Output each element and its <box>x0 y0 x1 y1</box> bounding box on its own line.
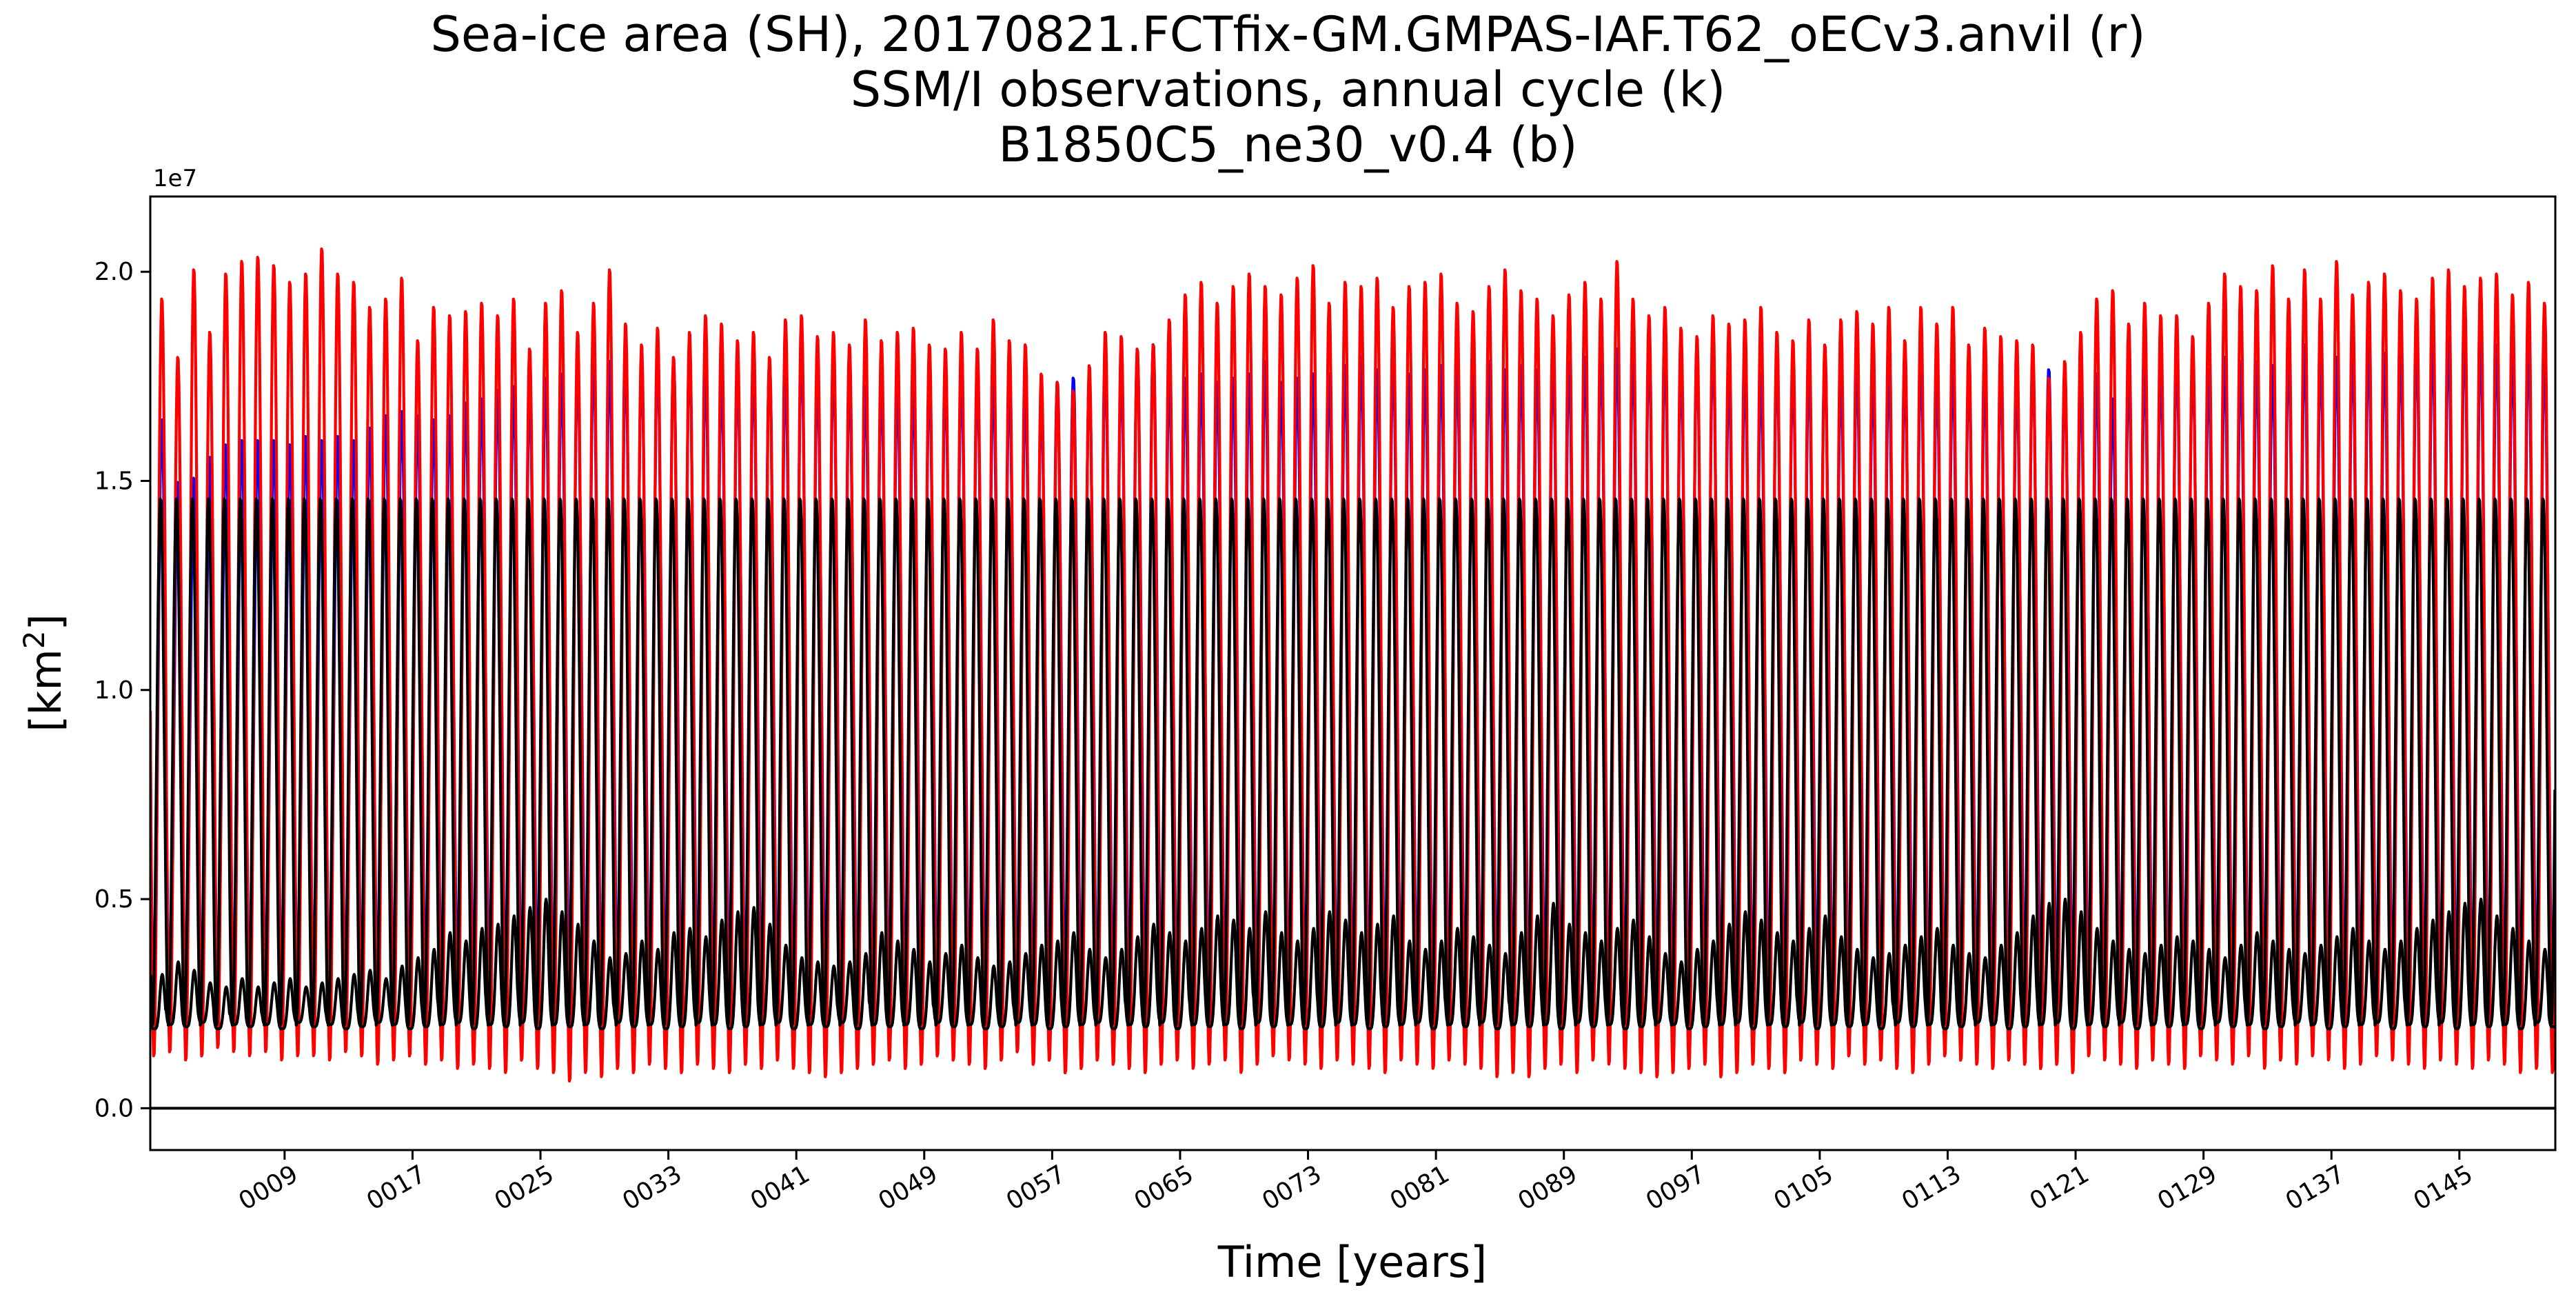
x-tick-label: 0129 <box>2153 1160 2222 1216</box>
y-axis: 0.0 0.5 1.0 1.5 2.0 <box>94 258 150 1122</box>
x-tick-label: 0057 <box>1002 1160 1071 1216</box>
x-tick-label: 0081 <box>1386 1160 1454 1216</box>
chart-title: Sea-ice area (SH), 20170821.FCTfix-GM.GM… <box>0 7 2576 172</box>
y-axis-label-end: ] <box>21 614 71 630</box>
x-tick-label: 0105 <box>1769 1160 1838 1216</box>
x-tick-label: 0121 <box>2025 1160 2094 1216</box>
series-line-r-1 <box>150 247 2555 1083</box>
x-tick-label: 0025 <box>490 1160 559 1216</box>
x-tick-label: 0017 <box>362 1160 431 1216</box>
x-tick-label: 0097 <box>1641 1160 1710 1216</box>
x-tick-label: 0145 <box>2408 1160 2477 1216</box>
x-tick-label: 0065 <box>1130 1160 1199 1216</box>
x-tick-label: 0041 <box>746 1160 815 1216</box>
x-tick-label: 0089 <box>1513 1160 1582 1216</box>
x-axis-label: Time [years] <box>1217 1237 1487 1287</box>
chart-title-line-2: SSM/I observations, annual cycle (k) <box>850 61 1726 118</box>
chart-title-line-3: B1850C5_ne30_v0.4 (b) <box>998 117 1578 173</box>
x-tick-label: 0049 <box>873 1160 942 1216</box>
y-axis-label: [km2] <box>17 614 71 732</box>
y-tick-label: 0.5 <box>94 885 134 914</box>
x-tick-label: 0073 <box>1257 1160 1326 1216</box>
x-tick-label: 0113 <box>1897 1160 1966 1216</box>
y-axis-label-base: [km <box>21 649 71 732</box>
plot-frame <box>149 195 2557 1151</box>
series-line-b-3 <box>150 898 2555 1031</box>
x-tick-label: 0009 <box>234 1160 303 1216</box>
y-axis-label-sup: 2 <box>17 630 51 649</box>
x-tick-label: 0033 <box>618 1160 687 1216</box>
plot-area <box>150 247 2555 1110</box>
y-tick-label: 0.0 <box>94 1094 134 1122</box>
x-tick-label: 0137 <box>2281 1160 2350 1216</box>
y-tick-label: 2.0 <box>94 258 134 286</box>
y-tick-label: 1.5 <box>94 467 134 495</box>
chart-title-line-1: Sea-ice area (SH), 20170821.FCTfix-GM.GM… <box>430 6 2146 63</box>
x-axis: 0009 0017 0025 0033 0041 0049 0057 0065 0073 0081… <box>234 1150 2477 1216</box>
y-tick-label: 1.0 <box>94 676 134 705</box>
y-axis-offset-label: 1e7 <box>153 165 197 192</box>
